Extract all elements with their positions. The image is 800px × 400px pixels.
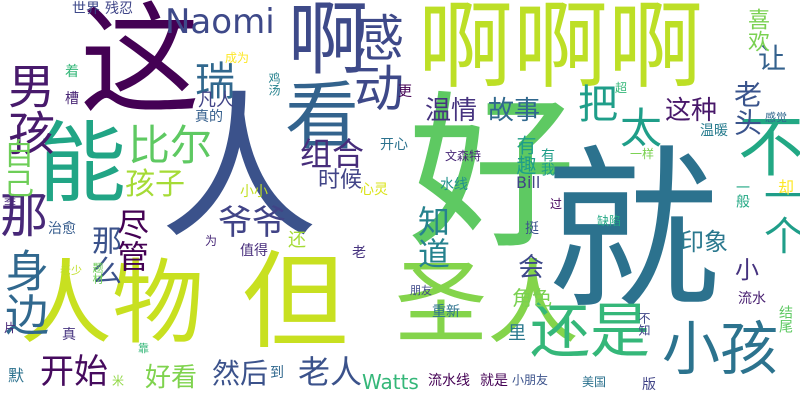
word-guo: 过 bbox=[550, 197, 563, 211]
word-shenbian: 身边 bbox=[0, 248, 48, 336]
word-zuhe: 组合 bbox=[300, 135, 365, 173]
word-pengyou: 朋友 bbox=[410, 284, 432, 297]
word-renwu: 人物 bbox=[20, 250, 205, 357]
word-chao: 超 bbox=[615, 81, 628, 95]
word-name: 那么 bbox=[86, 225, 121, 285]
word-watts: Watts bbox=[362, 370, 419, 394]
word-dao: 到 bbox=[270, 365, 284, 381]
word-neng: 能 bbox=[38, 112, 127, 215]
word-ban: 版 bbox=[642, 377, 656, 393]
word-wei: 为 bbox=[205, 234, 218, 248]
word-buzhi: 不知 bbox=[637, 312, 651, 336]
word-nanhai: 男孩 bbox=[0, 62, 54, 156]
word-yiyang: 一样 bbox=[630, 147, 655, 161]
word-xinling: 心灵 bbox=[360, 182, 388, 198]
word-fanren: 凡人 bbox=[198, 90, 234, 111]
word-chongxin: 重新 bbox=[432, 304, 460, 320]
word-shuixian: 水线 bbox=[440, 177, 468, 193]
word-yinxiang: 印象 bbox=[680, 228, 728, 256]
word-xiaopengyou: 小朋友 bbox=[512, 373, 549, 387]
word-zhende: 真的 bbox=[195, 109, 223, 125]
word-jiu: 就 bbox=[545, 131, 720, 334]
word-dan: 但 bbox=[242, 241, 348, 364]
word-li: 里 bbox=[508, 323, 526, 344]
word-zhe2: 着 bbox=[65, 64, 79, 80]
word-zhidao: 知道 bbox=[413, 205, 451, 269]
word-kaixin: 开心 bbox=[380, 137, 408, 153]
word-liushui: 流水 bbox=[738, 291, 766, 307]
word-xiaoxiao: 小小 bbox=[240, 184, 268, 200]
word-zhezhong: 这种 bbox=[665, 96, 718, 126]
word-mi: 米 bbox=[112, 374, 125, 388]
word-ziji: 自己 bbox=[0, 138, 33, 198]
word-tai: 太 bbox=[620, 104, 663, 153]
word-youqu: 有趣 bbox=[513, 135, 537, 175]
word-xihuan: 喜欢 bbox=[744, 8, 769, 52]
word-bill: Bill bbox=[516, 173, 541, 192]
word-hai: 还 bbox=[288, 230, 306, 251]
word-zhide: 值得 bbox=[240, 243, 268, 259]
word-haishi: 还是 bbox=[530, 297, 650, 367]
word-youwo: 有我 bbox=[539, 148, 555, 176]
word-a: 啊 bbox=[288, 0, 368, 86]
word-zhiyu: 治愈 bbox=[48, 221, 76, 237]
word-pian: 片 bbox=[4, 321, 17, 335]
word-shihou: 时候 bbox=[318, 168, 363, 193]
word-mo: 默 bbox=[8, 366, 25, 385]
word-laoren: 老人 bbox=[298, 353, 363, 391]
word-wenqing: 温情 bbox=[425, 96, 478, 126]
word-kaishi: 开始 bbox=[40, 352, 108, 392]
word-gushi: 故事 bbox=[488, 96, 541, 126]
word-hao: 好 bbox=[408, 76, 576, 272]
word-aaa: 啊啊啊 bbox=[418, 0, 704, 102]
word-haizi: 孩子 bbox=[125, 167, 185, 202]
word-que: 却 bbox=[778, 178, 795, 197]
word-haokan: 好看 bbox=[145, 363, 198, 393]
word-kao: 靠 bbox=[138, 342, 149, 355]
word-wensente: 文森特 bbox=[445, 149, 482, 163]
word-hui: 会 bbox=[518, 253, 545, 283]
word-geng: 更 bbox=[398, 84, 412, 100]
word-yige: 一个 bbox=[757, 175, 800, 255]
word-laotou: 老头 bbox=[730, 80, 763, 136]
word-jitang: 鸡汤 bbox=[267, 72, 281, 96]
word-canren: 残忍 bbox=[105, 1, 133, 17]
word-zhe: 这 bbox=[80, 0, 200, 131]
word-gandong: 感动 bbox=[346, 12, 404, 112]
word-jiaose: 角色 bbox=[512, 286, 552, 310]
word-meiguo: 美国 bbox=[582, 375, 607, 389]
word-bier: 比尔 bbox=[128, 121, 213, 170]
word-jiewei: 结尾 bbox=[777, 305, 793, 333]
word-jiushi: 就是 bbox=[480, 373, 508, 389]
word-ji: 季 bbox=[4, 195, 17, 209]
word-cao: 槽 bbox=[65, 91, 79, 107]
word-quexian: 缺陷 bbox=[597, 214, 622, 228]
word-wennuan: 温暖 bbox=[700, 123, 728, 139]
word-ba: 把 bbox=[578, 82, 618, 128]
word-lao: 老 bbox=[352, 245, 366, 261]
word-ganjue: 感觉 bbox=[765, 111, 787, 124]
word-ticai: 题材 bbox=[91, 262, 104, 284]
word-ranhou: 然后 bbox=[212, 357, 269, 390]
word-bu: 不 bbox=[738, 109, 800, 186]
word-rui: 瑞 bbox=[195, 59, 235, 105]
word-na: 那 bbox=[0, 188, 49, 244]
word-yiban: 一般 bbox=[734, 180, 750, 208]
word-xiao: 小 bbox=[735, 256, 759, 284]
word-rang: 让 bbox=[758, 42, 787, 75]
word-yeye: 爷爷 bbox=[218, 203, 286, 243]
word-kan: 看 bbox=[285, 74, 359, 160]
word-naomi: Naomi bbox=[165, 2, 275, 42]
word-shijie: 世界 bbox=[72, 1, 100, 17]
word-zhen: 真 bbox=[62, 327, 76, 343]
word-ren: 人 bbox=[160, 77, 318, 261]
word-liushuixian: 流水线 bbox=[428, 373, 470, 389]
word-shengren: 圣人 bbox=[395, 250, 580, 357]
word-xiaohai: 小孩 bbox=[662, 315, 779, 383]
word-jinguan: 尽管 bbox=[112, 208, 150, 272]
word-chengwei: 成为 bbox=[225, 51, 250, 65]
word-laoshao: 老少 bbox=[60, 264, 82, 277]
word-ting: 挺 bbox=[525, 221, 539, 237]
